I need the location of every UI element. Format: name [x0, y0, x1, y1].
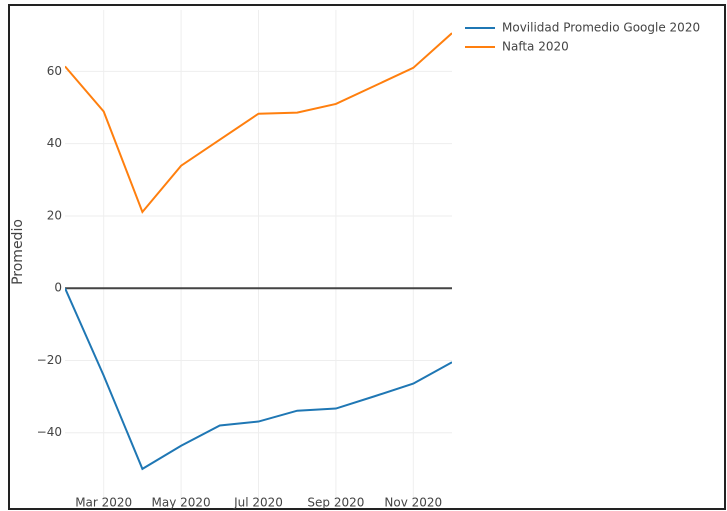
legend-label: Movilidad Promedio Google 2020	[502, 21, 700, 35]
y-tick-label: 40	[47, 136, 62, 150]
x-tick-label: May 2020	[152, 496, 211, 510]
y-tick-label: 0	[54, 281, 62, 295]
x-tick-label: Mar 2020	[75, 496, 132, 510]
y-axis-title: Promedio	[10, 219, 26, 285]
frame	[8, 4, 726, 510]
y-tick-label: 60	[47, 64, 62, 78]
x-tick-label: Nov 2020	[384, 496, 442, 510]
legend-label: Nafta 2020	[502, 40, 569, 54]
plot-area	[65, 32, 452, 471]
y-tick-label: 20	[47, 208, 62, 222]
series-line	[65, 287, 452, 471]
x-tick-label: Sep 2020	[307, 496, 364, 510]
y-tick-label: −40	[37, 425, 62, 439]
series-line	[65, 32, 452, 214]
y-tick-label: −20	[37, 353, 62, 367]
x-tick-label: Jul 2020	[233, 496, 283, 510]
